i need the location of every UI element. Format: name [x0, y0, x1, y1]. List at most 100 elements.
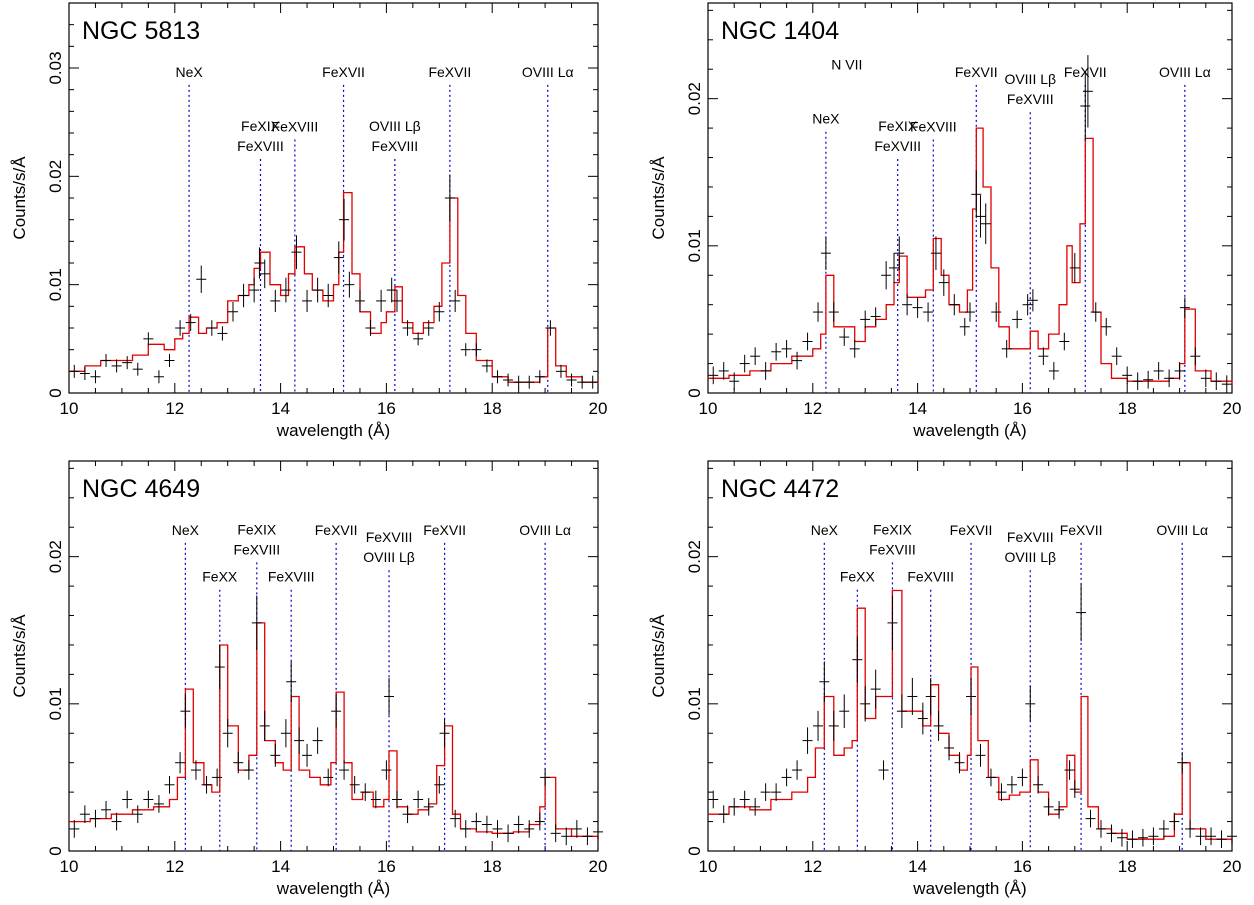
line-label: FeXIX [241, 118, 281, 134]
data-point [954, 752, 965, 774]
data-point [370, 790, 381, 809]
data-point [503, 373, 514, 387]
data-point [384, 677, 395, 716]
data-point [251, 595, 262, 651]
data-point [101, 354, 112, 367]
data-point [280, 277, 291, 303]
data-point [69, 364, 80, 378]
data-point [887, 595, 898, 651]
data-point [185, 314, 196, 332]
data-point [561, 827, 572, 846]
x-tick-label: 16 [1013, 857, 1032, 876]
y-tick-label: 0.02 [685, 540, 704, 573]
x-tick-label: 12 [165, 857, 184, 876]
data-point [545, 320, 556, 336]
data-point [217, 326, 228, 341]
panel-title: NGC 4649 [82, 475, 200, 503]
data-point [729, 372, 740, 391]
data-point [828, 302, 839, 322]
data-point [513, 815, 524, 834]
data-point [270, 743, 281, 767]
data-point [143, 790, 154, 809]
data-point [227, 302, 238, 322]
data-point [243, 760, 254, 780]
data-point [1069, 252, 1080, 283]
data-point [1048, 362, 1059, 380]
data-point [870, 307, 881, 326]
y-tick-label: 0.01 [685, 229, 704, 262]
data-point [1043, 798, 1054, 816]
line-label: FeXVII [428, 64, 471, 80]
data-point [980, 203, 991, 245]
data-point [206, 320, 217, 336]
data-point [708, 366, 719, 385]
data-point [143, 332, 154, 346]
line-label: NeX [175, 64, 203, 80]
line-label: FeXVIII [874, 138, 921, 154]
line-label: FeXVIII [1007, 91, 1054, 107]
data-point [423, 320, 434, 336]
data-point [917, 702, 928, 735]
y-tick-label: 0.02 [46, 160, 65, 193]
y-tick-label: 0.01 [685, 687, 704, 720]
x-tick-label: 18 [1118, 857, 1137, 876]
data-point [233, 752, 244, 774]
annotation-label: N VII [831, 56, 862, 72]
data-point [524, 820, 535, 838]
x-tick-label: 14 [908, 857, 927, 876]
data-point [214, 644, 225, 690]
data-point [1096, 820, 1106, 838]
data-point [164, 354, 175, 367]
data-point [90, 370, 101, 384]
data-point [949, 294, 960, 316]
data-point [1137, 828, 1148, 847]
data-point [492, 370, 503, 384]
data-point [1059, 332, 1070, 351]
data-point [111, 812, 122, 831]
data-point [69, 820, 80, 838]
data-point [975, 195, 986, 238]
data-point [331, 694, 342, 728]
y-tick-label: 0 [685, 388, 704, 397]
x-tick-label: 12 [803, 399, 822, 418]
data-point [912, 297, 923, 318]
x-tick-label: 10 [699, 399, 718, 418]
model-step-line [69, 191, 599, 385]
data-point [534, 370, 545, 384]
x-tick-label: 20 [1223, 857, 1242, 876]
data-point [280, 719, 291, 748]
data-point [1221, 375, 1232, 393]
data-point [503, 824, 514, 843]
data-point [1190, 347, 1201, 366]
data-point [582, 827, 593, 846]
data-point [444, 174, 455, 222]
x-tick-label: 10 [60, 399, 79, 418]
data-point [718, 805, 729, 824]
data-point [985, 768, 996, 787]
data-point [164, 775, 175, 794]
data-point [1082, 55, 1093, 128]
panel-title: NGC 4472 [721, 475, 839, 503]
x-tick-label: 20 [589, 857, 608, 876]
panel-bottom-left: 10 12 14 16 18 20 0 0.01 0.02 wavelength (Å) Count… [10, 460, 608, 898]
data-point [729, 798, 740, 816]
line-label: FeXVII [950, 522, 993, 538]
data-point [1111, 347, 1122, 366]
x-tick-label: 20 [1223, 399, 1242, 418]
data-point [354, 289, 365, 312]
data-point [1169, 812, 1180, 831]
line-label: NeX [812, 111, 840, 127]
data-point [925, 677, 936, 716]
data-point [792, 760, 803, 780]
data-point [1076, 583, 1087, 642]
data-point [101, 800, 112, 819]
data-point [820, 236, 831, 270]
data-point [1101, 317, 1112, 336]
data-point [481, 359, 492, 373]
data-point [460, 343, 471, 357]
panel-title: NGC 5813 [82, 17, 200, 45]
data-point [423, 798, 434, 816]
data-point [1153, 362, 1164, 380]
data-point [201, 775, 212, 794]
data-point [881, 261, 892, 290]
